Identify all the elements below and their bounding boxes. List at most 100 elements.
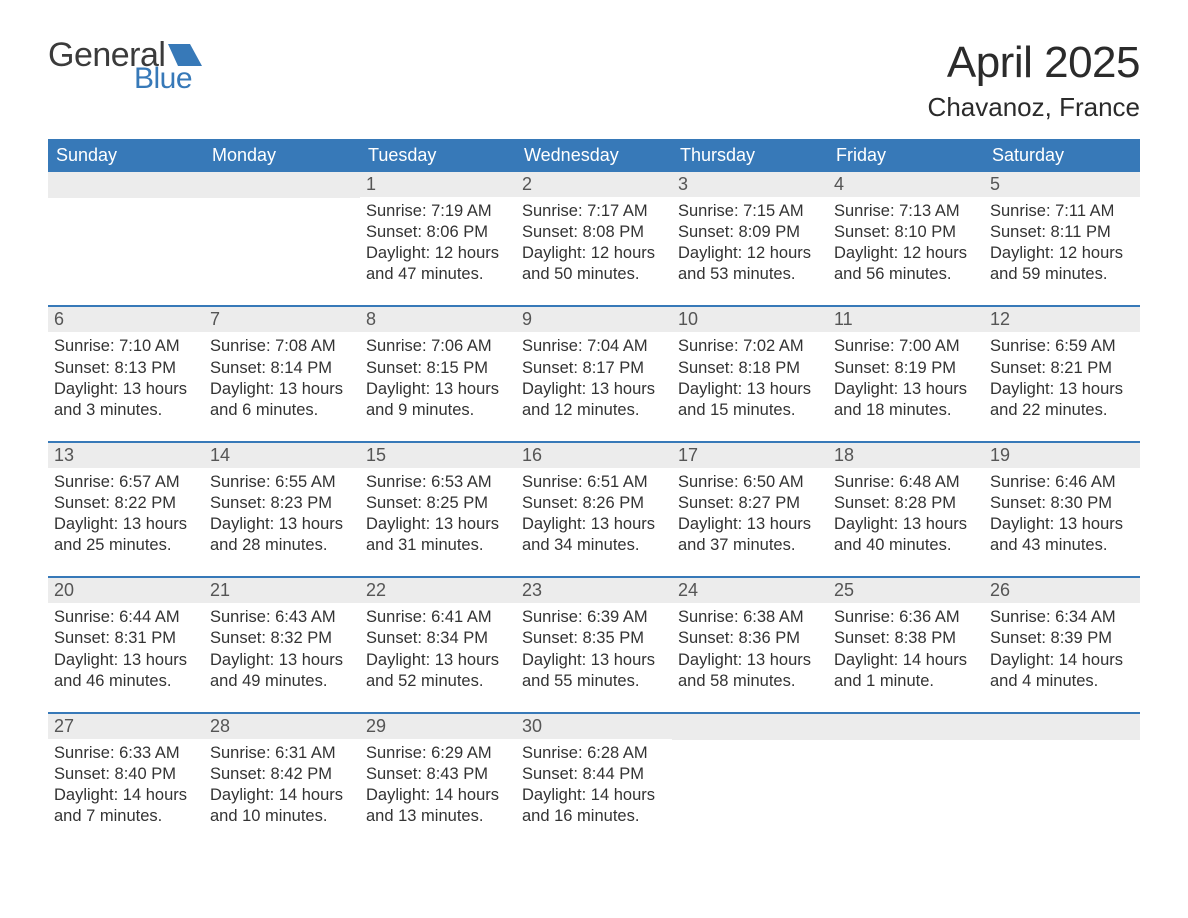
sunrise-line: Sunrise: 6:41 AM [366, 607, 510, 628]
sunrise-line: Sunrise: 6:57 AM [54, 472, 198, 493]
sunset-line: Sunset: 8:21 PM [990, 358, 1134, 379]
sunset-line: Sunset: 8:13 PM [54, 358, 198, 379]
sunrise-line: Sunrise: 7:15 AM [678, 201, 822, 222]
calendar-day: 21Sunrise: 6:43 AMSunset: 8:32 PMDayligh… [204, 578, 360, 699]
sunrise-line: Sunrise: 6:29 AM [366, 743, 510, 764]
day-details: Sunrise: 6:46 AMSunset: 8:30 PMDaylight:… [990, 472, 1134, 556]
calendar: SundayMondayTuesdayWednesdayThursdayFrid… [48, 139, 1140, 835]
title-block: April 2025 Chavanoz, France [928, 38, 1140, 123]
sunrise-line: Sunrise: 6:39 AM [522, 607, 666, 628]
daylight-line: Daylight: 13 hours and 15 minutes. [678, 379, 822, 421]
sunrise-line: Sunrise: 6:28 AM [522, 743, 666, 764]
sunset-line: Sunset: 8:11 PM [990, 222, 1134, 243]
calendar-day: 9Sunrise: 7:04 AMSunset: 8:17 PMDaylight… [516, 307, 672, 428]
sunset-line: Sunset: 8:44 PM [522, 764, 666, 785]
calendar-day: 2Sunrise: 7:17 AMSunset: 8:08 PMDaylight… [516, 172, 672, 293]
day-number: 12 [984, 307, 1140, 332]
calendar-day: 16Sunrise: 6:51 AMSunset: 8:26 PMDayligh… [516, 443, 672, 564]
calendar-day: 17Sunrise: 6:50 AMSunset: 8:27 PMDayligh… [672, 443, 828, 564]
daylight-line: Daylight: 14 hours and 4 minutes. [990, 650, 1134, 692]
sunrise-line: Sunrise: 7:06 AM [366, 336, 510, 357]
sunrise-line: Sunrise: 7:11 AM [990, 201, 1134, 222]
daylight-line: Daylight: 13 hours and 31 minutes. [366, 514, 510, 556]
day-details: Sunrise: 6:59 AMSunset: 8:21 PMDaylight:… [990, 336, 1134, 420]
daylight-line: Daylight: 13 hours and 28 minutes. [210, 514, 354, 556]
day-number: 4 [828, 172, 984, 197]
day-details: Sunrise: 7:10 AMSunset: 8:13 PMDaylight:… [54, 336, 198, 420]
day-details: Sunrise: 7:15 AMSunset: 8:09 PMDaylight:… [678, 201, 822, 285]
sunrise-line: Sunrise: 7:17 AM [522, 201, 666, 222]
sunrise-line: Sunrise: 6:53 AM [366, 472, 510, 493]
day-details: Sunrise: 6:31 AMSunset: 8:42 PMDaylight:… [210, 743, 354, 827]
day-number: 28 [204, 714, 360, 739]
header: General Blue April 2025 Chavanoz, France [48, 38, 1140, 123]
week-row: 13Sunrise: 6:57 AMSunset: 8:22 PMDayligh… [48, 441, 1140, 564]
sunrise-line: Sunrise: 6:50 AM [678, 472, 822, 493]
daylight-line: Daylight: 13 hours and 37 minutes. [678, 514, 822, 556]
day-number: 13 [48, 443, 204, 468]
day-number: 6 [48, 307, 204, 332]
day-number: 10 [672, 307, 828, 332]
daylight-line: Daylight: 12 hours and 53 minutes. [678, 243, 822, 285]
day-details: Sunrise: 7:02 AMSunset: 8:18 PMDaylight:… [678, 336, 822, 420]
calendar-day: 25Sunrise: 6:36 AMSunset: 8:38 PMDayligh… [828, 578, 984, 699]
sunset-line: Sunset: 8:32 PM [210, 628, 354, 649]
day-number: 24 [672, 578, 828, 603]
day-details: Sunrise: 6:38 AMSunset: 8:36 PMDaylight:… [678, 607, 822, 691]
day-details: Sunrise: 6:51 AMSunset: 8:26 PMDaylight:… [522, 472, 666, 556]
sunrise-line: Sunrise: 6:55 AM [210, 472, 354, 493]
daylight-line: Daylight: 14 hours and 7 minutes. [54, 785, 198, 827]
day-of-week-header: Thursday [672, 139, 828, 172]
sunrise-line: Sunrise: 7:10 AM [54, 336, 198, 357]
sunset-line: Sunset: 8:36 PM [678, 628, 822, 649]
daylight-line: Daylight: 13 hours and 34 minutes. [522, 514, 666, 556]
day-number: 3 [672, 172, 828, 197]
daylight-line: Daylight: 13 hours and 18 minutes. [834, 379, 978, 421]
day-of-week-header: Wednesday [516, 139, 672, 172]
day-details: Sunrise: 6:55 AMSunset: 8:23 PMDaylight:… [210, 472, 354, 556]
week-row: 6Sunrise: 7:10 AMSunset: 8:13 PMDaylight… [48, 305, 1140, 428]
day-of-week-header: Saturday [984, 139, 1140, 172]
day-of-week-header: Tuesday [360, 139, 516, 172]
calendar-day: 11Sunrise: 7:00 AMSunset: 8:19 PMDayligh… [828, 307, 984, 428]
day-details: Sunrise: 7:08 AMSunset: 8:14 PMDaylight:… [210, 336, 354, 420]
calendar-day: 15Sunrise: 6:53 AMSunset: 8:25 PMDayligh… [360, 443, 516, 564]
day-number [672, 714, 828, 740]
week-row: 1Sunrise: 7:19 AMSunset: 8:06 PMDaylight… [48, 172, 1140, 293]
calendar-day: 4Sunrise: 7:13 AMSunset: 8:10 PMDaylight… [828, 172, 984, 293]
sunset-line: Sunset: 8:27 PM [678, 493, 822, 514]
day-details: Sunrise: 6:53 AMSunset: 8:25 PMDaylight:… [366, 472, 510, 556]
daylight-line: Daylight: 13 hours and 25 minutes. [54, 514, 198, 556]
sunset-line: Sunset: 8:25 PM [366, 493, 510, 514]
calendar-day: 30Sunrise: 6:28 AMSunset: 8:44 PMDayligh… [516, 714, 672, 835]
sunset-line: Sunset: 8:19 PM [834, 358, 978, 379]
calendar-day: 23Sunrise: 6:39 AMSunset: 8:35 PMDayligh… [516, 578, 672, 699]
day-number: 25 [828, 578, 984, 603]
calendar-day: 6 Sunrise: 7:10 AMSunset: 8:13 PMDaylight… [48, 307, 204, 428]
day-details: Sunrise: 6:57 AMSunset: 8:22 PMDaylight:… [54, 472, 198, 556]
sunset-line: Sunset: 8:38 PM [834, 628, 978, 649]
day-number: 8 [360, 307, 516, 332]
sunrise-line: Sunrise: 6:44 AM [54, 607, 198, 628]
daylight-line: Daylight: 12 hours and 59 minutes. [990, 243, 1134, 285]
sunset-line: Sunset: 8:22 PM [54, 493, 198, 514]
day-number: 9 [516, 307, 672, 332]
sunrise-line: Sunrise: 7:19 AM [366, 201, 510, 222]
sunrise-line: Sunrise: 7:04 AM [522, 336, 666, 357]
day-number: 5 [984, 172, 1140, 197]
day-details: Sunrise: 6:44 AMSunset: 8:31 PMDaylight:… [54, 607, 198, 691]
day-details: Sunrise: 6:41 AMSunset: 8:34 PMDaylight:… [366, 607, 510, 691]
day-number: 30 [516, 714, 672, 739]
sunset-line: Sunset: 8:40 PM [54, 764, 198, 785]
daylight-line: Daylight: 13 hours and 52 minutes. [366, 650, 510, 692]
calendar-day: 8Sunrise: 7:06 AMSunset: 8:15 PMDaylight… [360, 307, 516, 428]
sunset-line: Sunset: 8:39 PM [990, 628, 1134, 649]
daylight-line: Daylight: 13 hours and 6 minutes. [210, 379, 354, 421]
calendar-day: 12 Sunrise: 6:59 AMSunset: 8:21 PMDayligh… [984, 307, 1140, 428]
calendar-day: 5 Sunrise: 7:11 AMSunset: 8:11 PMDaylight… [984, 172, 1140, 293]
week-row: 20Sunrise: 6:44 AMSunset: 8:31 PMDayligh… [48, 576, 1140, 699]
calendar-day: 26Sunrise: 6:34 AMSunset: 8:39 PMDayligh… [984, 578, 1140, 699]
day-details: Sunrise: 6:29 AMSunset: 8:43 PMDaylight:… [366, 743, 510, 827]
day-number: 11 [828, 307, 984, 332]
day-of-week-header: Friday [828, 139, 984, 172]
